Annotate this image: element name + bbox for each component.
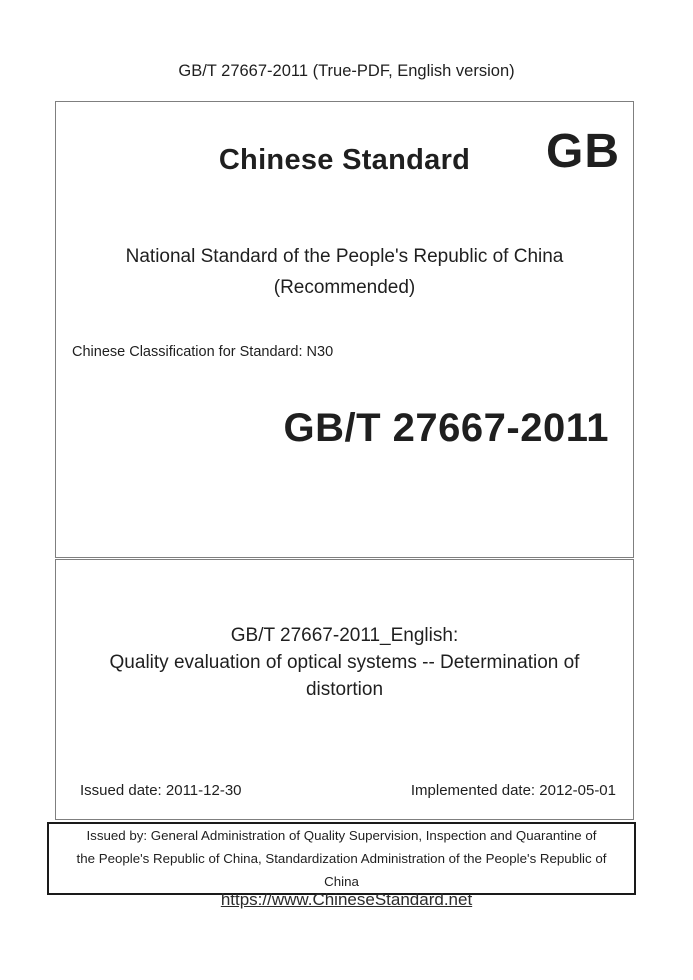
footer-link[interactable]: https://www.ChineseStandard.net xyxy=(220,890,473,909)
gb-logo: GB xyxy=(546,125,620,178)
page-header-text: GB/T 27667-2011 (True-PDF, English versi… xyxy=(178,62,515,80)
issuer-box: Issued by: General Administration of Qua… xyxy=(47,822,636,895)
title-box: GB/T 27667-2011_English: Quality evaluat… xyxy=(55,559,634,820)
cover-box: Chinese Standard GB National Standard of… xyxy=(55,101,634,558)
title-block: GB/T 27667-2011_English: Quality evaluat… xyxy=(56,622,633,703)
dates-row: Issued date: 2011-12-30 Implemented date… xyxy=(80,782,616,799)
issued-date: Issued date: 2011-12-30 xyxy=(80,782,242,799)
standard-number: GB/T 27667-2011 xyxy=(283,406,609,450)
classification-line: Chinese Classification for Standard: N30 xyxy=(72,344,334,360)
standard-title: Quality evaluation of optical systems --… xyxy=(109,652,580,700)
recommended-line: (Recommended) xyxy=(273,277,416,298)
implemented-date: Implemented date: 2012-05-01 xyxy=(410,782,616,799)
national-standard-line: National Standard of the People's Republ… xyxy=(125,246,564,267)
issuer-text: Issued by: General Administration of Qua… xyxy=(76,828,607,889)
brand-title: Chinese Standard xyxy=(218,144,471,176)
english-heading: GB/T 27667-2011_English: xyxy=(230,625,459,646)
